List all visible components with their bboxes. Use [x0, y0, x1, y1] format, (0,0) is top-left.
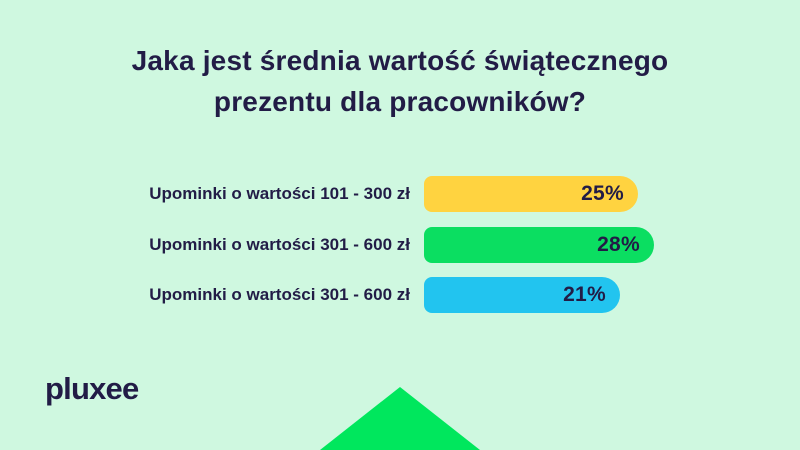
- page-title: Jaka jest średnia wartość świątecznego p…: [0, 40, 800, 122]
- chart-bar-green: 28%: [424, 227, 654, 263]
- chart-row: Upominki o wartości 101 - 300 zł 25%: [0, 176, 800, 212]
- page-title-line-2: prezentu dla pracowników?: [213, 86, 587, 117]
- chart-bar-yellow: 25%: [424, 176, 638, 212]
- chart-row: Upominki o wartości 301 - 600 zł 21%: [0, 277, 800, 313]
- chart-row: Upominki o wartości 301 - 600 zł 28%: [0, 227, 800, 263]
- chart-bar-blue: 21%: [424, 277, 620, 313]
- bar-value-label: 21%: [563, 283, 606, 306]
- bar-category-label: Upominki o wartości 301 - 600 zł: [149, 235, 410, 254]
- bar-value-label: 25%: [581, 182, 624, 205]
- page-title-line-1: Jaka jest średnia wartość świątecznego: [131, 45, 669, 76]
- pluxee-logo: pluxee: [45, 371, 139, 406]
- bar-category-label: Upominki o wartości 301 - 600 zł: [149, 285, 410, 304]
- bar-value-label: 28%: [597, 233, 640, 256]
- bar-category-label: Upominki o wartości 101 - 300 zł: [149, 184, 410, 203]
